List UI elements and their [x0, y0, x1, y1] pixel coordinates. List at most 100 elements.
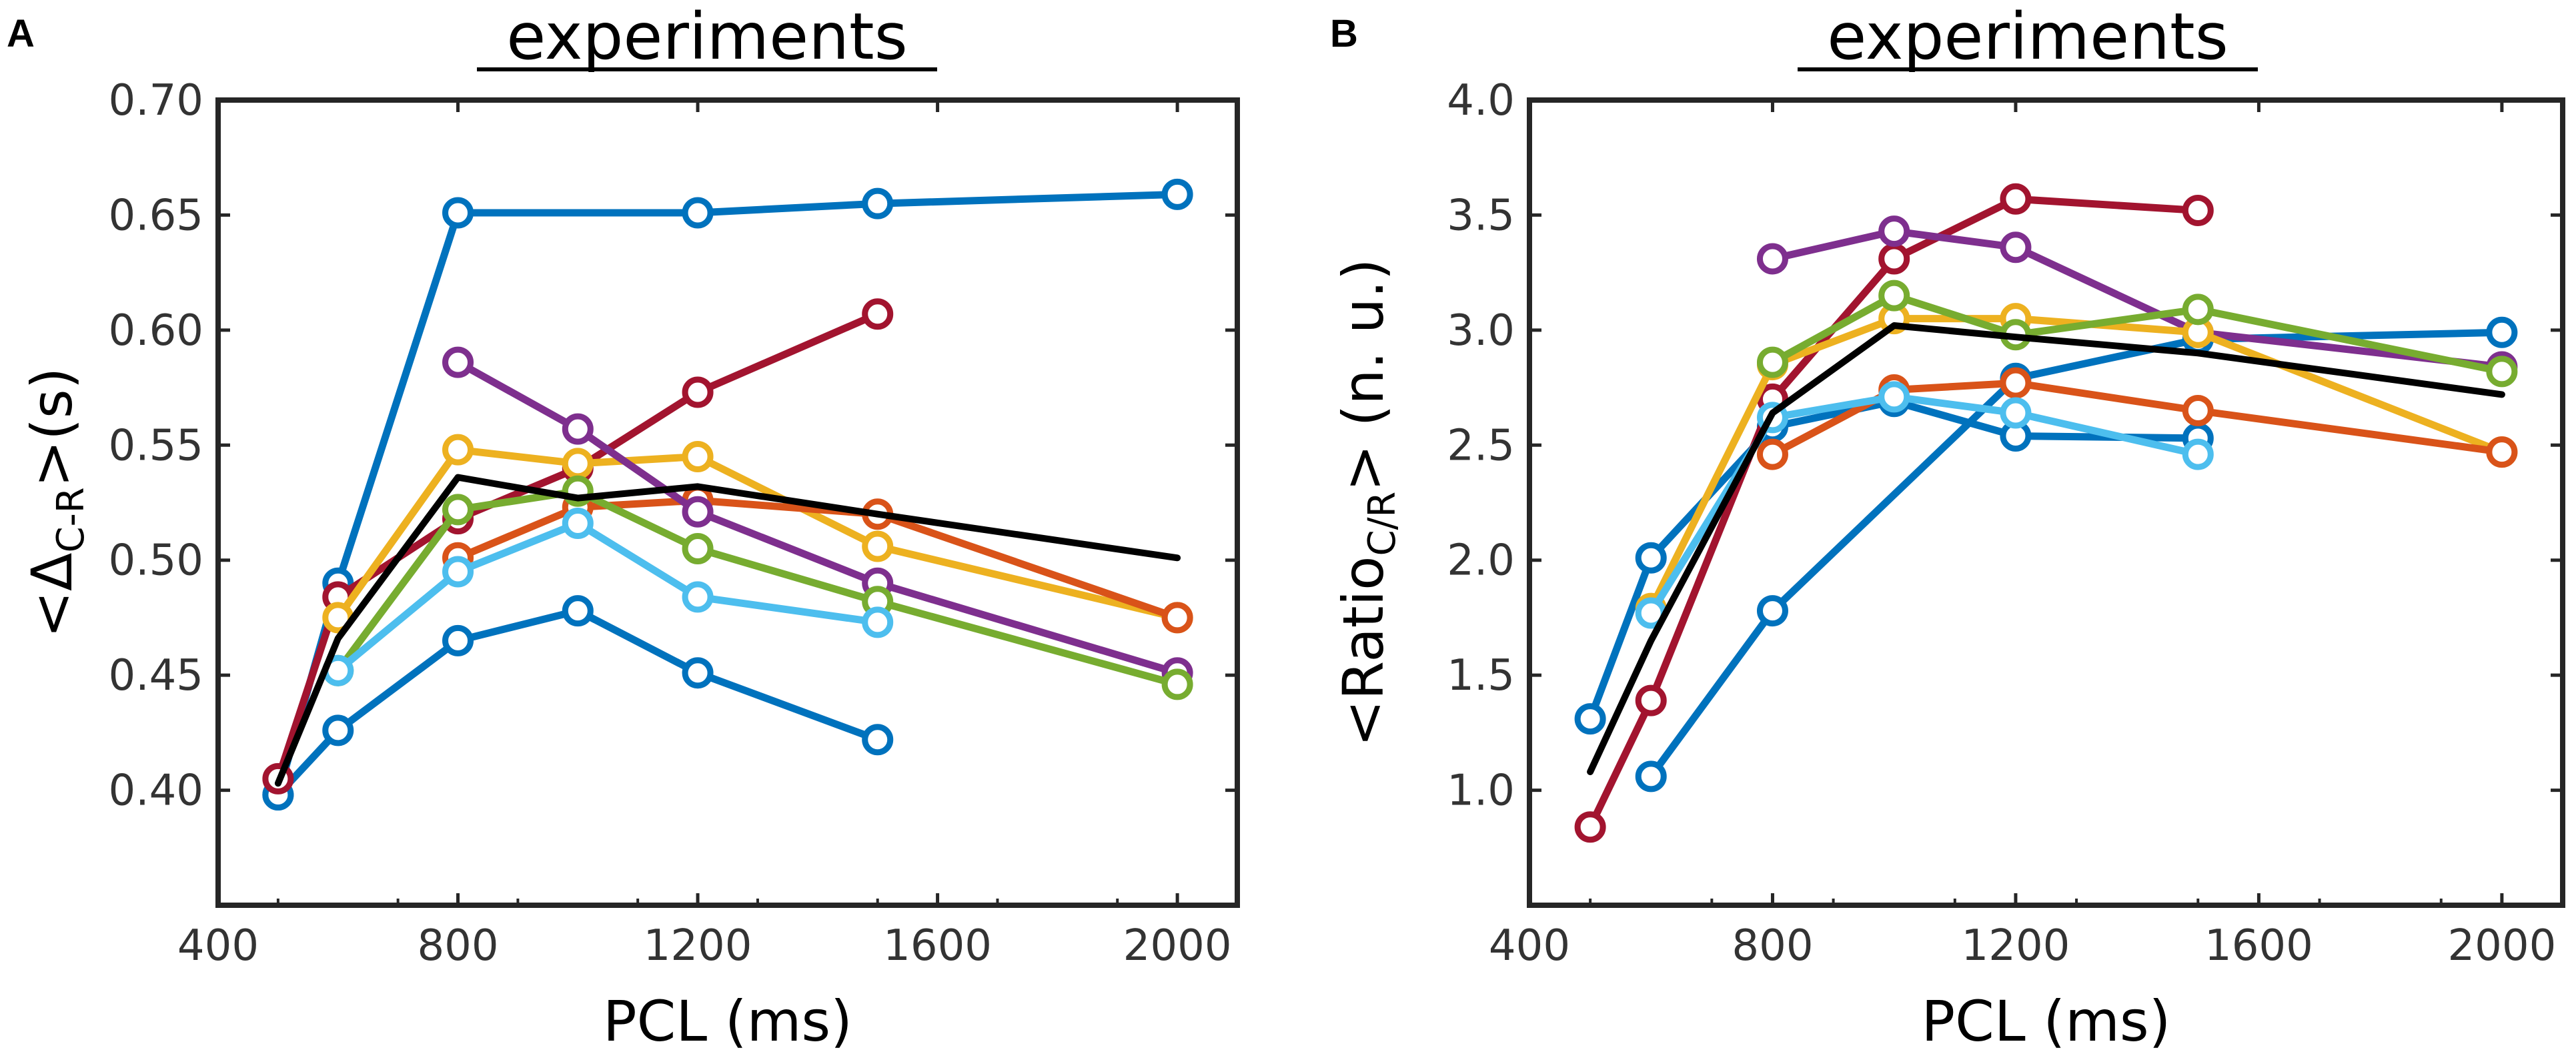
panel-b-xtick-label: 2000 [2447, 921, 2556, 971]
panel-b-point-blue-b [1635, 542, 1667, 574]
panel-a-point-light-blue [442, 556, 474, 588]
panel-a-ylabel-suffix: >(s) [19, 368, 85, 488]
panel-b-ylabel: <RatioC/R> (n. u.) [1331, 258, 1404, 746]
panel-b-point-red [1574, 811, 1606, 843]
panel-a-point-blue-high [1161, 178, 1193, 210]
panel-b-point-light-blue [2000, 397, 2032, 429]
panel-a-line-green [334, 487, 1181, 688]
panel-b-point-red [2182, 195, 2214, 227]
panel-a-point-orange [1161, 602, 1193, 634]
panel-b-ytick-label: 3.5 [1447, 191, 1515, 240]
panel-b-point-red [1635, 684, 1667, 716]
panel-b-series-mean [1587, 322, 2505, 775]
panel-b-ylabel-suffix: > (n. u.) [1331, 258, 1396, 491]
panel-b-point-purple [1756, 243, 1788, 275]
panel-a-series-mean [274, 474, 1181, 787]
panel-a-ylabel-prefix: <Δ [19, 553, 85, 638]
panel-a-axes-box [215, 97, 1240, 908]
panel-a-letter: A [7, 12, 35, 55]
panel-a-ytick-label: 0.40 [109, 766, 204, 816]
panel-b-xtick-label: 1200 [1962, 921, 2070, 971]
panel-b-point-purple [1878, 215, 1910, 247]
panel-b-axes-box [1527, 97, 2565, 908]
panel-b-ytick-label: 4.0 [1447, 76, 1515, 125]
panel-b-point-red [2000, 183, 2032, 215]
panel-a-point-blue-low [562, 595, 594, 627]
panel-a-point-green [1161, 668, 1193, 700]
panel-a-ytick-label: 0.50 [109, 536, 204, 586]
panel-a-xtick-label: 2000 [1123, 921, 1232, 971]
panel-b-ytick-label: 3.0 [1447, 306, 1515, 356]
panel-b-line-blue-b [1586, 398, 2202, 723]
panel-b-xtick-label: 800 [1732, 921, 1813, 971]
panel-a-point-blue-low [682, 657, 714, 689]
panel-a-point-green [682, 532, 714, 564]
panel-b-point-red [1878, 243, 1910, 275]
panel-a-series-light-blue [322, 508, 894, 686]
panel-a-title: experiments [506, 0, 907, 74]
panel-b-point-green [1878, 280, 1910, 312]
panel-a-point-blue-high [442, 197, 474, 229]
panel-a-point-yellow [442, 434, 474, 466]
panel-a-xtick-label: 1200 [644, 921, 752, 971]
panel-a-ytick-label: 0.70 [109, 76, 204, 125]
panel-a-point-light-blue [682, 581, 714, 613]
panel-b-point-light-blue [2182, 438, 2214, 470]
panel-a-point-purple [682, 496, 714, 528]
panel-a-series-yellow [322, 434, 1193, 634]
panel-a-point-yellow [682, 441, 714, 473]
panel-a-ytick-label: 0.60 [109, 306, 204, 356]
panel-a-point-light-blue [562, 508, 594, 540]
panel-b-point-blue-a [2486, 316, 2518, 348]
panel-b-ylabel-prefix: <Ratio [1331, 556, 1396, 747]
panel-a-point-blue-low [862, 724, 894, 756]
panel-b-ytick-label: 2.0 [1447, 536, 1515, 586]
panel-b-ylabel-subscript: C/R [1361, 492, 1404, 556]
panel-b-title: experiments [1827, 0, 2228, 74]
panel-a-point-purple [442, 346, 474, 378]
panel-a-line-blue-low [274, 607, 882, 799]
panel-b-line-mean [1587, 322, 2505, 775]
panel-b-ytick-label: 1.0 [1447, 766, 1515, 816]
panel-a-series-blue-high [262, 178, 1193, 811]
panel-a-series-blue-low [262, 595, 894, 811]
panel-a-xlabel: PCL (ms) [603, 989, 852, 1054]
panel-b-letter: B [1330, 12, 1358, 55]
panel-a-ytick-label: 0.45 [109, 651, 204, 700]
panel-b-xtick-label: 400 [1489, 921, 1570, 971]
panel-a-point-blue-high [862, 187, 894, 219]
panel-b-point-green [2486, 356, 2518, 388]
panel-a-line-mean [274, 474, 1181, 787]
panel-a-point-yellow [862, 530, 894, 562]
panel-b-point-light-blue [1878, 381, 1910, 413]
panel-a-point-purple [562, 413, 594, 445]
panel-b-point-blue-a [1635, 760, 1667, 792]
panel-b-point-green [2182, 294, 2214, 326]
panel-a-point-yellow [562, 448, 594, 480]
panel-a-ytick-label: 0.55 [109, 421, 204, 470]
panel-b-ytick-label: 2.5 [1447, 421, 1515, 470]
panel-b-point-blue-b [1574, 703, 1606, 735]
panel-a-xtick-label: 1600 [883, 921, 992, 971]
panel-b-xlabel: PCL (ms) [1922, 989, 2171, 1054]
panel-b-point-orange [1756, 438, 1788, 470]
panel-a-line-blue-high [274, 190, 1181, 799]
panel-b-point-orange [2486, 436, 2518, 468]
panel-a-point-blue-low [442, 624, 474, 656]
panel-a-point-blue-high [682, 197, 714, 229]
panel-a-xtick-label: 400 [177, 921, 259, 971]
panel-b-point-orange [2000, 367, 2032, 399]
panel-a-ylabel-subscript: C-R [49, 487, 93, 552]
panel-a-point-blue-low [322, 714, 354, 746]
panel-b-xtick-label: 1600 [2204, 921, 2313, 971]
panel-b-point-green [1756, 346, 1788, 378]
panel-b-point-orange [2182, 395, 2214, 427]
panel-b-point-purple [2000, 231, 2032, 263]
panel-b-ytick-label: 1.5 [1447, 651, 1515, 700]
panel-b-series-orange [1756, 367, 2518, 470]
panel-a-point-light-blue [862, 606, 894, 638]
panel-a-line-yellow [334, 446, 1181, 622]
